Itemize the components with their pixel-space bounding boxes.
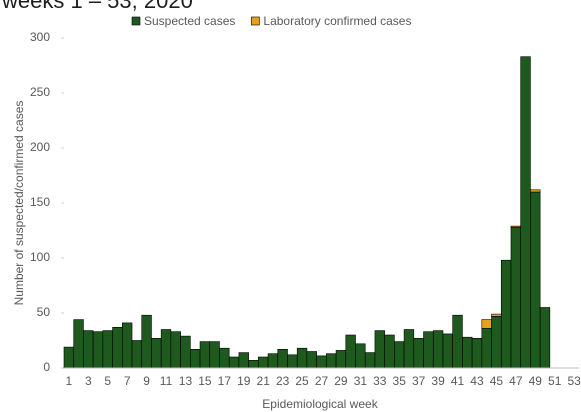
y-tick-label: 250 <box>30 85 50 99</box>
bar <box>403 329 415 369</box>
bar <box>180 335 191 369</box>
y-tick-label: 300 <box>30 30 50 44</box>
chart-title: weeks 1 – 53, 2020 <box>1 0 193 13</box>
bar <box>364 352 376 369</box>
bar <box>520 56 531 369</box>
y-tick-label: 200 <box>30 140 50 154</box>
bar <box>209 341 220 369</box>
x-tick-label: 31 <box>354 374 368 388</box>
bar <box>141 314 152 369</box>
y-tick-label: 100 <box>30 250 50 264</box>
x-tick-label: 27 <box>315 374 329 388</box>
bar <box>491 315 502 369</box>
bar <box>462 336 473 369</box>
bar <box>413 337 424 369</box>
bar <box>471 337 483 369</box>
bar <box>355 343 366 369</box>
bar <box>530 189 541 193</box>
bar <box>83 330 94 369</box>
bar <box>481 328 492 369</box>
x-tick-label: 39 <box>431 374 445 388</box>
x-tick-label: 45 <box>490 374 504 388</box>
bar <box>510 226 521 369</box>
bar <box>131 340 143 369</box>
bar <box>190 348 201 369</box>
x-tick-label: 21 <box>257 374 271 388</box>
bar <box>122 322 133 369</box>
bar <box>219 347 230 369</box>
x-axis-label: Epidemiological week <box>262 397 378 411</box>
bar <box>306 351 317 369</box>
bar <box>73 319 84 369</box>
bar <box>442 333 453 369</box>
bar <box>510 225 521 228</box>
bar <box>92 331 104 369</box>
bar <box>287 354 298 369</box>
x-tick-label: 25 <box>295 374 309 388</box>
x-tick-label: 7 <box>124 374 131 388</box>
x-tick-label: 13 <box>179 374 193 388</box>
x-tick-label: 35 <box>393 374 407 388</box>
y-tick-label: 150 <box>30 195 50 209</box>
x-tick-label: 47 <box>509 374 523 388</box>
x-tick-label: 5 <box>104 374 111 388</box>
bar <box>335 350 347 369</box>
y-axis-label: Number of suspected/confirmed cases <box>12 101 26 306</box>
bar <box>481 319 492 329</box>
bar <box>170 331 181 369</box>
x-tick-label: 3 <box>85 374 92 388</box>
bar <box>63 346 75 369</box>
x-tick-label: 9 <box>143 374 150 388</box>
y-tick-label: 0 <box>43 360 50 374</box>
bar <box>452 314 463 369</box>
x-tick-label: 49 <box>529 374 543 388</box>
x-tick-label: 53 <box>567 374 581 388</box>
bar <box>258 356 269 369</box>
bar <box>102 330 113 369</box>
bar <box>316 355 327 369</box>
bar <box>384 334 395 369</box>
x-tick-label: 41 <box>451 374 465 388</box>
bar <box>326 353 337 369</box>
bar <box>199 341 211 369</box>
bar <box>500 259 512 369</box>
bar <box>539 307 551 369</box>
bar <box>432 330 444 369</box>
y-tick-label: 50 <box>37 305 51 319</box>
x-tick-label: 37 <box>412 374 426 388</box>
legend-swatch <box>131 16 141 26</box>
bar <box>491 313 502 317</box>
bar <box>296 347 308 369</box>
bar <box>248 359 259 369</box>
x-tick-label: 33 <box>373 374 387 388</box>
bar <box>238 352 249 369</box>
legend-swatch <box>251 16 260 26</box>
x-tick-label: 1 <box>66 374 73 388</box>
bar <box>530 191 541 369</box>
bar <box>374 330 385 369</box>
x-tick-label: 51 <box>548 374 562 388</box>
bar <box>267 353 279 369</box>
bar <box>394 341 405 369</box>
bar <box>345 334 356 369</box>
x-tick-label: 15 <box>198 374 212 388</box>
bar <box>277 348 288 369</box>
bar <box>112 326 123 369</box>
x-tick-label: 11 <box>160 374 173 388</box>
x-tick-label: 17 <box>218 374 232 388</box>
bar <box>423 331 434 369</box>
bar <box>151 337 162 369</box>
x-tick-label: 43 <box>470 374 484 388</box>
x-tick-label: 29 <box>334 374 348 388</box>
x-tick-label: 19 <box>237 374 251 388</box>
bar <box>160 329 172 369</box>
x-tick-label: 23 <box>276 374 290 388</box>
bar <box>228 356 240 369</box>
legend-label: Laboratory confirmed cases <box>263 14 411 28</box>
legend-label: Suspected cases <box>144 14 235 28</box>
